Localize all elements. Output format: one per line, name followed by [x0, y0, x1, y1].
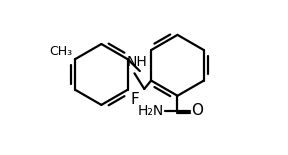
Text: NH: NH — [127, 55, 147, 69]
Text: CH₃: CH₃ — [50, 45, 73, 58]
Text: O: O — [192, 104, 204, 118]
Text: F: F — [130, 92, 139, 107]
Text: H₂N: H₂N — [137, 104, 164, 118]
